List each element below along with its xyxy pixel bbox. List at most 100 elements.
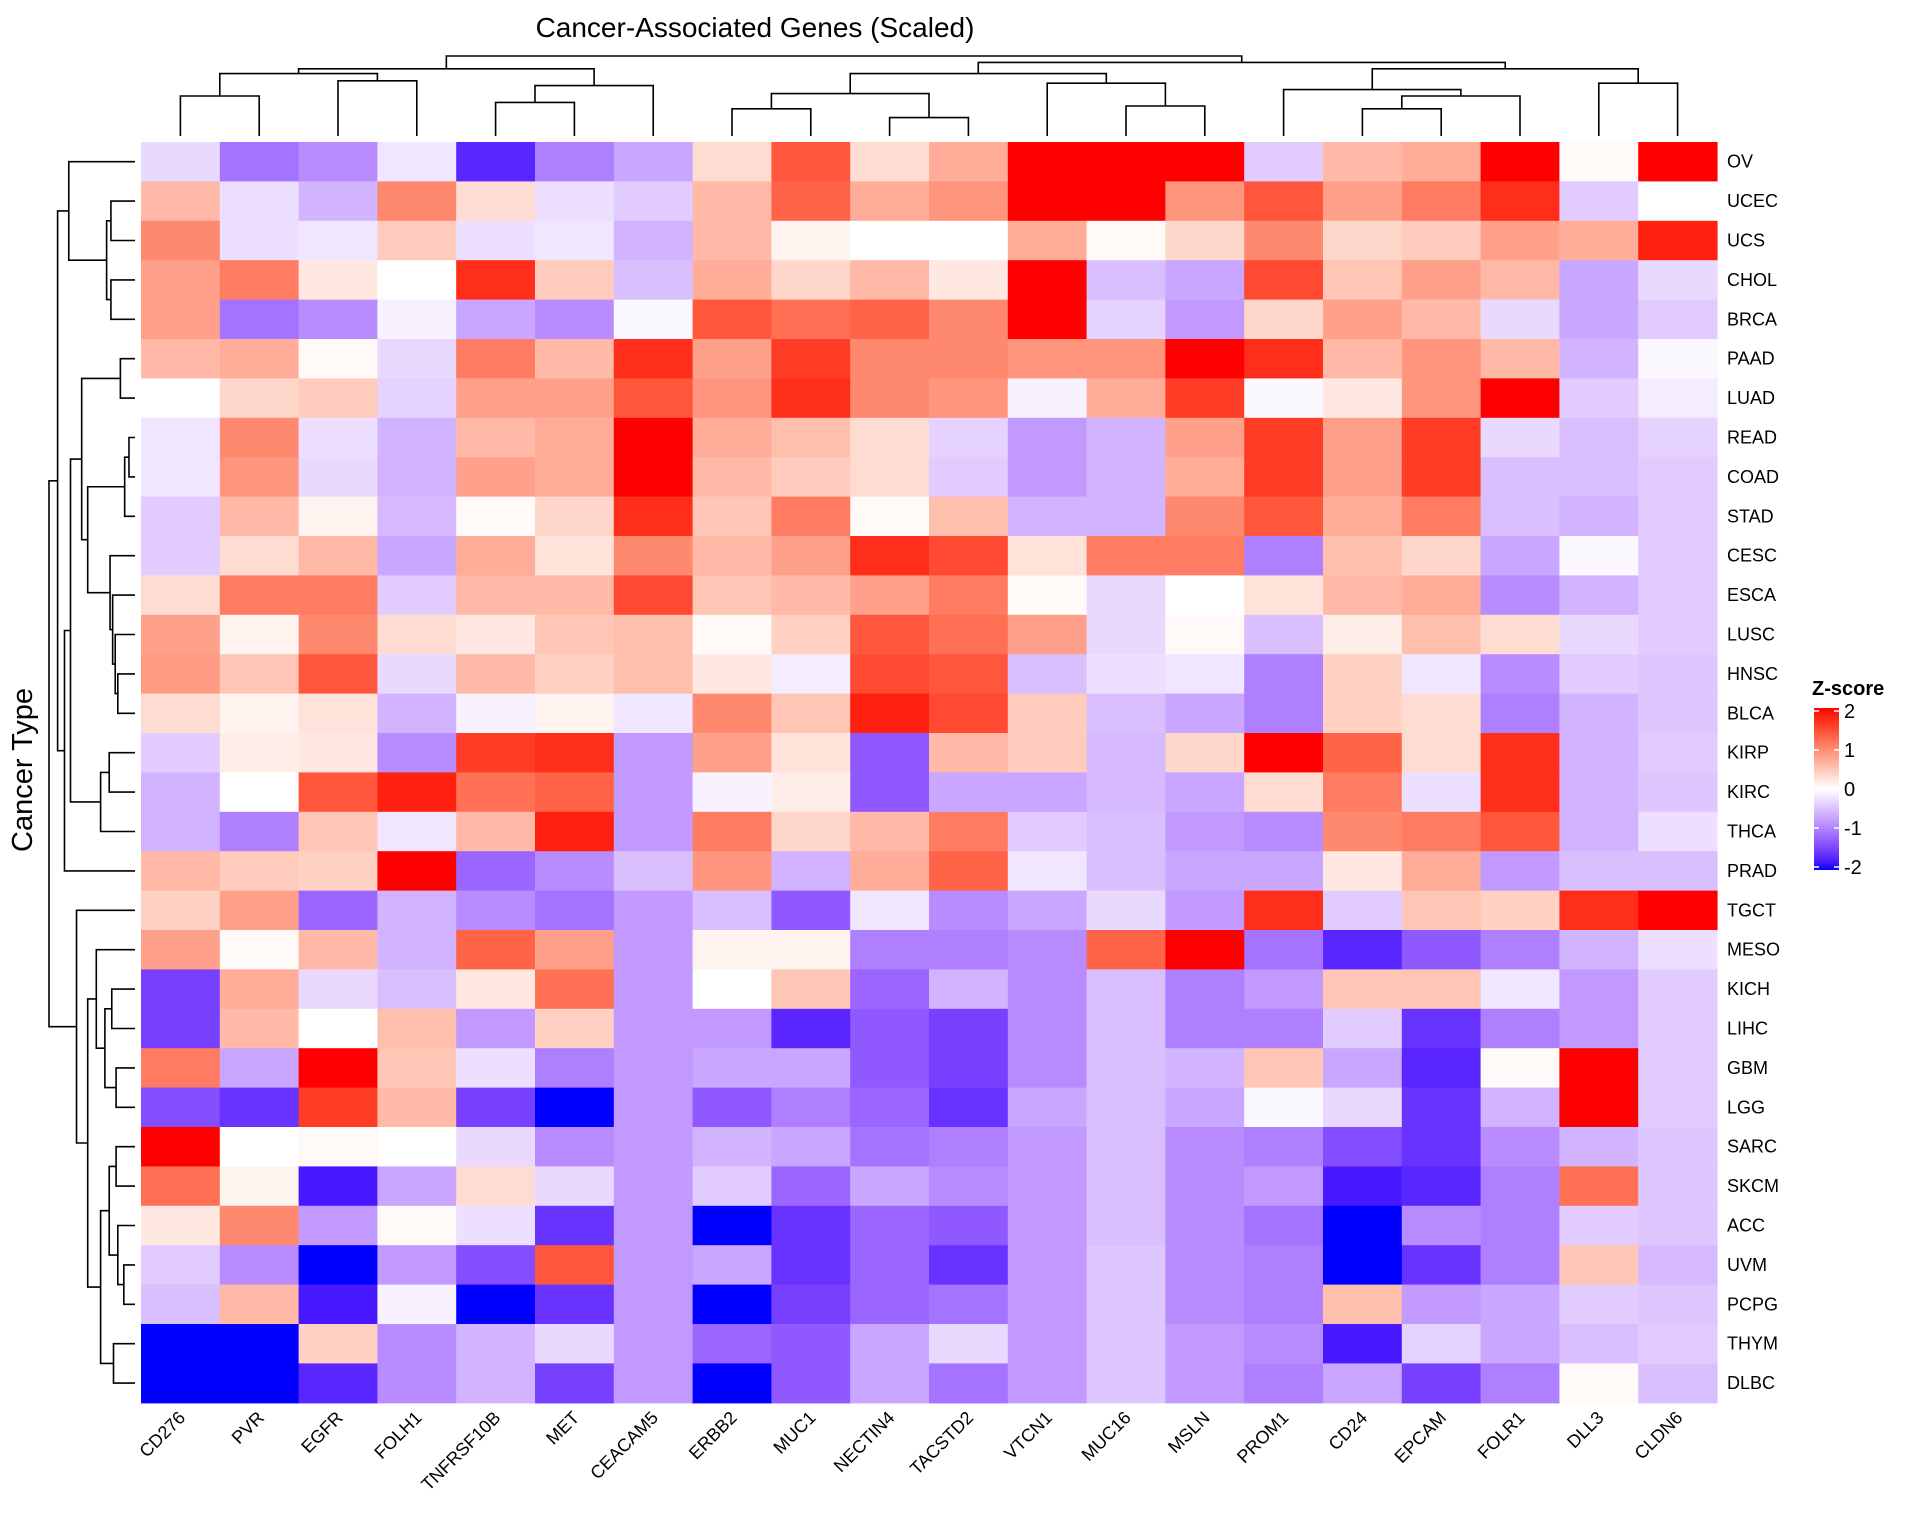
heatmap-cell — [141, 733, 221, 773]
row-label: KIRP — [1727, 743, 1769, 763]
heatmap-cell — [1480, 1008, 1560, 1049]
heatmap-cell — [1086, 339, 1166, 379]
heatmap-cell — [1244, 1324, 1324, 1364]
heatmap-cell — [1086, 851, 1166, 892]
column-label: DLL3 — [1563, 1407, 1608, 1452]
heatmap-cell — [456, 1324, 536, 1364]
heatmap-cell — [141, 1048, 221, 1089]
heatmap-cell — [929, 496, 1009, 537]
heatmap-cell — [141, 142, 221, 182]
heatmap-cell — [456, 772, 536, 813]
heatmap-cell — [535, 181, 615, 222]
heatmap-cell — [1559, 733, 1639, 773]
heatmap-cell — [1244, 1127, 1324, 1167]
heatmap-cell — [613, 851, 694, 892]
heatmap-cell — [1244, 378, 1324, 419]
heatmap-cell — [1007, 457, 1088, 498]
dendrogram-branch — [445, 55, 1243, 69]
row-label: UCS — [1727, 231, 1765, 251]
dendrogram-branch — [63, 629, 135, 872]
heatmap-cell — [929, 1008, 1009, 1049]
heatmap-cell — [613, 969, 694, 1010]
row-dendrogram — [48, 160, 135, 1384]
column-label: PVR — [228, 1407, 268, 1447]
heatmap-cell — [535, 772, 615, 813]
heatmap-cell — [1086, 654, 1166, 695]
column-label: PROM1 — [1233, 1407, 1292, 1466]
dendrogram-branch — [123, 456, 135, 518]
heatmap-cell — [929, 457, 1009, 498]
heatmap-cell — [929, 142, 1009, 182]
row-label: OV — [1727, 152, 1753, 172]
heatmap-cell — [850, 654, 930, 695]
heatmap-cell — [456, 417, 536, 458]
row-label: PCPG — [1727, 1294, 1778, 1314]
heatmap-cell — [1244, 260, 1324, 301]
heatmap-cell — [1323, 1127, 1403, 1167]
heatmap-cell — [1638, 1048, 1718, 1089]
heatmap-cell — [1323, 220, 1403, 261]
heatmap-cell — [1086, 1008, 1166, 1049]
heatmap-cell — [1480, 733, 1560, 773]
heatmap-cell — [1086, 417, 1166, 458]
row-label: LUAD — [1727, 388, 1775, 408]
heatmap-cell — [377, 1245, 457, 1286]
heatmap-cell — [377, 1127, 457, 1167]
heatmap-cell — [1007, 1205, 1088, 1246]
heatmap-cell — [771, 1008, 851, 1049]
heatmap-cell — [1244, 1087, 1324, 1128]
heatmap-cell — [219, 693, 300, 734]
heatmap-cell — [456, 1087, 536, 1128]
heatmap-cell — [613, 260, 694, 301]
heatmap-cell — [850, 1205, 930, 1246]
heatmap-cell — [692, 457, 772, 498]
heatmap-cell — [535, 457, 615, 498]
heatmap-cell — [692, 496, 772, 537]
heatmap-cell — [1323, 260, 1403, 301]
dendrogram-branch — [115, 1067, 135, 1109]
heatmap-cell — [771, 1205, 851, 1246]
heatmap-cell — [141, 1245, 221, 1286]
heatmap-cell — [1638, 1008, 1718, 1049]
row-label: CHOL — [1727, 270, 1777, 290]
heatmap-cell — [1323, 930, 1403, 970]
heatmap-cell — [219, 220, 300, 261]
row-label: THCA — [1727, 822, 1776, 842]
heatmap-cell — [1559, 1008, 1639, 1049]
heatmap-cell — [219, 811, 300, 852]
heatmap-cell — [1323, 1008, 1403, 1049]
heatmap-cell — [692, 654, 772, 695]
heatmap-cell — [456, 299, 536, 340]
heatmap-cell — [1007, 969, 1088, 1010]
heatmap-cell — [692, 930, 772, 970]
heatmap-cell — [1323, 890, 1403, 931]
heatmap-cell — [1638, 1087, 1718, 1128]
heatmap-cell — [141, 693, 221, 734]
heatmap-cell — [1480, 811, 1560, 852]
column-label: FOLR1 — [1474, 1407, 1529, 1462]
heatmap-cell — [850, 378, 930, 419]
heatmap-cell — [1165, 1008, 1245, 1049]
heatmap-cell — [456, 1008, 536, 1049]
heatmap-cell — [1480, 1205, 1560, 1246]
heatmap-cell — [141, 772, 221, 813]
heatmap-cell — [1244, 614, 1324, 655]
heatmap-cell — [1086, 1363, 1166, 1404]
dendrogram-branch — [123, 1264, 135, 1306]
heatmap-cell — [1559, 1127, 1639, 1167]
heatmap-cell — [1559, 1205, 1639, 1246]
heatmap-cell — [1007, 654, 1088, 695]
heatmap-cell — [141, 457, 221, 498]
heatmap-cell — [1559, 1324, 1639, 1364]
heatmap-cell — [1165, 299, 1245, 340]
row-label: PRAD — [1727, 861, 1777, 881]
heatmap-cell — [1244, 930, 1324, 970]
heatmap-cell — [377, 1166, 457, 1207]
heatmap-cell — [850, 693, 930, 734]
heatmap-cell — [535, 260, 615, 301]
heatmap-cell — [692, 1048, 772, 1089]
heatmap-cell — [1086, 930, 1166, 970]
row-label: ESCA — [1727, 585, 1776, 605]
heatmap-cell — [141, 1284, 221, 1325]
heatmap-cell — [456, 220, 536, 261]
